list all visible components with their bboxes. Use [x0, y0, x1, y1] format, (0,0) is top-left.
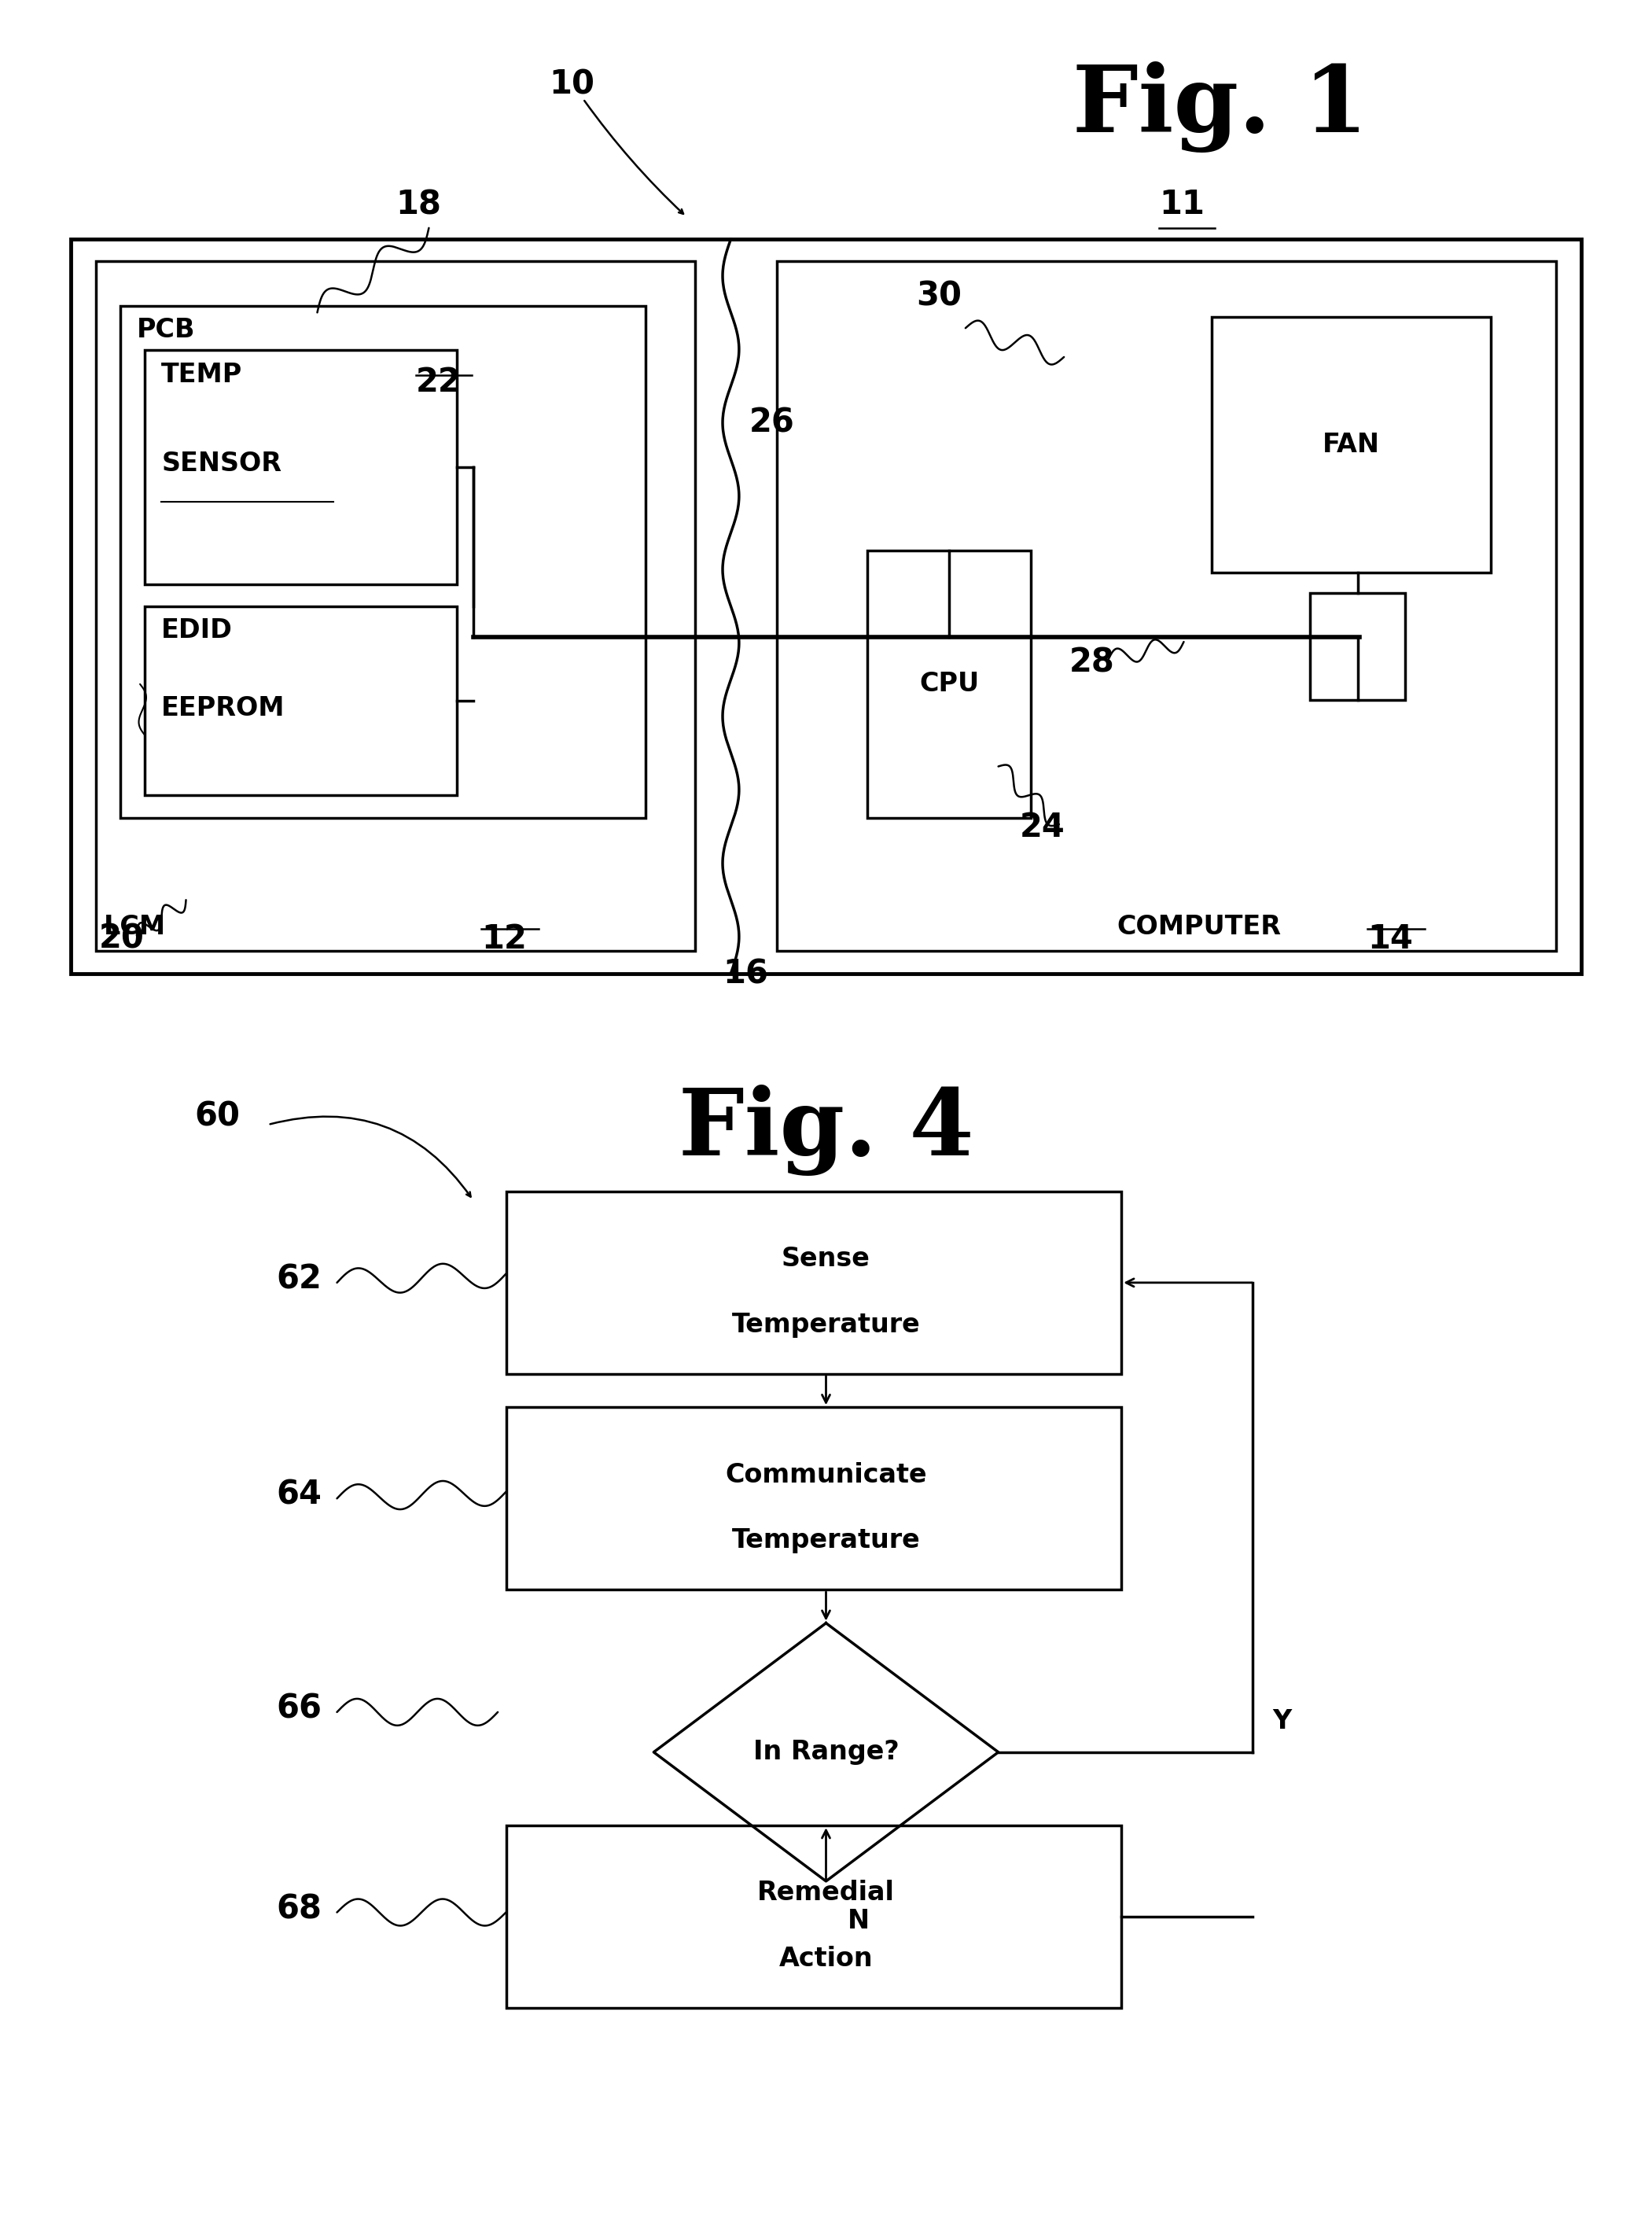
Text: Temperature: Temperature	[732, 1313, 920, 1337]
Text: N: N	[847, 1907, 871, 1934]
Text: 11: 11	[1160, 188, 1204, 221]
Text: 60: 60	[195, 1100, 240, 1134]
Bar	[776, 262, 1556, 950]
Text: Temperature: Temperature	[732, 1527, 920, 1554]
Text: 18: 18	[396, 188, 441, 221]
Bar	[121, 306, 646, 818]
Text: Remedial: Remedial	[757, 1880, 895, 1905]
Text: 12: 12	[481, 921, 527, 955]
Text: 20: 20	[99, 921, 144, 955]
Text: 22: 22	[416, 367, 461, 398]
Text: EDID: EDID	[162, 617, 233, 644]
Text: PCB: PCB	[137, 318, 195, 342]
Text: SENSOR: SENSOR	[162, 449, 281, 476]
Text: LCM: LCM	[104, 915, 167, 939]
Bar	[1211, 318, 1490, 572]
Text: 26: 26	[748, 407, 795, 438]
Bar	[1310, 593, 1406, 700]
Bar	[145, 606, 456, 796]
Text: 10: 10	[548, 67, 595, 101]
Text: COMPUTER: COMPUTER	[1117, 915, 1282, 939]
Text: 68: 68	[276, 1892, 322, 1925]
Text: 30: 30	[917, 280, 961, 313]
Text: 14: 14	[1368, 921, 1412, 955]
Text: Sense: Sense	[781, 1245, 871, 1272]
Text: TEMP: TEMP	[162, 362, 243, 387]
Text: Y: Y	[1272, 1708, 1292, 1735]
Text: Action: Action	[780, 1945, 872, 1972]
Bar	[506, 1192, 1122, 1373]
Text: Fig. 4: Fig. 4	[679, 1084, 973, 1176]
Text: 24: 24	[1019, 812, 1066, 843]
Text: 28: 28	[1069, 646, 1115, 680]
Bar	[96, 262, 695, 950]
Text: 64: 64	[276, 1478, 322, 1512]
Text: 66: 66	[276, 1693, 322, 1726]
Bar	[506, 1406, 1122, 1590]
Text: Communicate: Communicate	[725, 1462, 927, 1487]
Text: 16: 16	[722, 957, 768, 991]
Bar	[867, 550, 1031, 818]
Text: In Range?: In Range?	[753, 1740, 899, 1764]
Bar	[145, 351, 456, 584]
Text: 62: 62	[276, 1263, 322, 1295]
Bar	[71, 239, 1581, 973]
Text: FAN: FAN	[1323, 432, 1379, 458]
Text: EEPROM: EEPROM	[162, 695, 286, 722]
Bar	[506, 1825, 1122, 2008]
Text: CPU: CPU	[919, 671, 980, 698]
Text: Fig. 1: Fig. 1	[1072, 60, 1368, 152]
